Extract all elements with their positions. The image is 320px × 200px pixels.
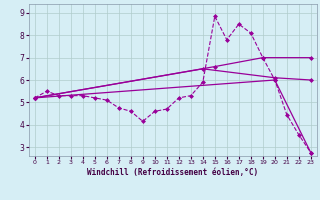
X-axis label: Windchill (Refroidissement éolien,°C): Windchill (Refroidissement éolien,°C) — [87, 168, 258, 177]
